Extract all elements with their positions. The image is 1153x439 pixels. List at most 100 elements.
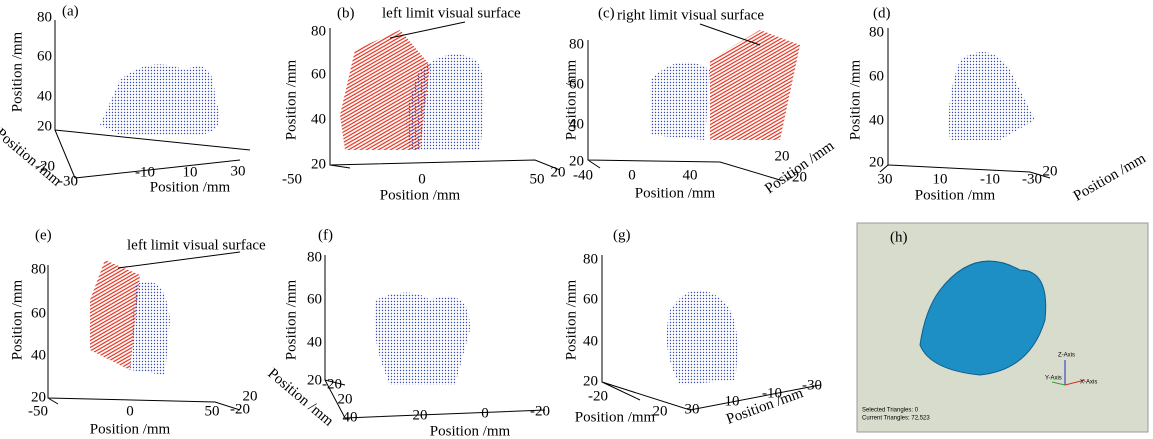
- y-axis-title: Position /mm: [762, 138, 837, 197]
- x-tick-label: 20: [413, 407, 428, 423]
- x-tick-label: -40: [573, 167, 593, 183]
- z-tick-label: 40: [307, 334, 322, 350]
- x-tick-label: -30: [802, 377, 822, 393]
- annotation: right limit visual surface: [617, 7, 764, 23]
- z-tick-label: 60: [869, 68, 884, 84]
- x-tick-label: 10: [183, 164, 198, 180]
- x-tick-label: 10: [725, 393, 740, 409]
- axis-label: Y-Axis: [1045, 376, 1062, 382]
- z-tick-label: 20: [37, 118, 52, 134]
- x-tick-label: -50: [282, 171, 302, 187]
- panel-label: (d): [873, 5, 891, 21]
- y-tick-label: -20: [35, 158, 55, 174]
- panel-label: (b): [337, 5, 355, 21]
- z-axis-title: Position /mm: [563, 279, 579, 360]
- z-tick-label: 60: [583, 291, 598, 307]
- x-tick-label: -30: [1022, 171, 1042, 187]
- x-tick-label: 50: [205, 403, 220, 419]
- x-tick-label: 0: [481, 405, 489, 421]
- z-tick-label: 40: [311, 111, 326, 127]
- z-axis-title: Position /mm: [847, 59, 863, 140]
- decor: [47, 20, 1149, 433]
- y-tick-label: -30: [58, 173, 78, 189]
- x-tick-label: 40: [683, 167, 698, 183]
- z-tick-label: 80: [583, 251, 598, 267]
- z-tick-label: 20: [31, 389, 46, 405]
- panel-label: (h): [890, 229, 908, 245]
- axis-label: Z-Axis: [1058, 353, 1075, 359]
- panel-label: (f): [318, 227, 333, 243]
- y-tick-label: 20: [653, 403, 668, 419]
- x-tick-label: 30: [878, 171, 893, 187]
- z-tick-label: 80: [307, 249, 322, 265]
- y-axis-title: Position /mm: [264, 366, 336, 430]
- z-tick-label: 60: [307, 291, 322, 307]
- panel-label: (e): [35, 227, 52, 243]
- z-tick-label: 20: [869, 154, 884, 170]
- x-tick-label: 50: [530, 171, 545, 187]
- y-tick-label: 20: [1043, 163, 1058, 179]
- x-tick-label: 40: [343, 409, 358, 425]
- x-axis-title: Position /mm: [575, 409, 656, 425]
- x-tick-label: 0: [628, 167, 636, 183]
- z-axis-title: Position /mm: [563, 59, 579, 140]
- panel-label: (c): [598, 5, 615, 21]
- x-tick-label: -10: [135, 164, 155, 180]
- y-axis-title: Position /mm: [1071, 150, 1149, 204]
- z-tick-label: 60: [311, 66, 326, 82]
- z-tick-label: 20: [569, 153, 584, 169]
- z-tick-label: 80: [37, 9, 52, 25]
- x-axis-title: Position /mm: [380, 187, 461, 203]
- z-tick-label: 40: [583, 333, 598, 349]
- annotation: left limit visual surface: [127, 237, 266, 253]
- z-axis-title: Position /mm: [283, 59, 299, 140]
- z-tick-label: 80: [569, 36, 584, 52]
- y-tick-label: 20: [338, 391, 353, 407]
- annotation: left limit visual surface: [382, 5, 521, 21]
- x-axis-title: Position /mm: [150, 179, 231, 195]
- panel-label: (a): [62, 3, 79, 19]
- x-tick-label: 10: [933, 171, 948, 187]
- z-tick-label: 80: [869, 24, 884, 40]
- z-tick-label: 20: [583, 373, 598, 389]
- leader-line: [699, 23, 761, 46]
- y-tick-label: -20: [230, 401, 250, 417]
- x-tick-label: -10: [762, 385, 782, 401]
- x-axis-title: Position /mm: [90, 421, 171, 437]
- y-tick-label: -20: [588, 388, 608, 404]
- z-tick-label: 80: [31, 261, 46, 277]
- z-tick-label: 60: [37, 48, 52, 64]
- z-axis-title: Position /mm: [283, 279, 299, 360]
- leader-line: [389, 21, 466, 39]
- x-axis-title: Position /mm: [915, 187, 996, 203]
- x-tick-label: 30: [231, 163, 246, 179]
- leader-line: [117, 251, 241, 269]
- z-tick-label: 40: [37, 88, 52, 104]
- z-tick-label: 40: [869, 112, 884, 128]
- status-text: Current Triangles: 72,523: [862, 416, 930, 422]
- x-axis-title: Position /mm: [635, 185, 716, 201]
- z-tick-label: 60: [569, 76, 584, 92]
- z-tick-label: 20: [307, 372, 322, 388]
- y-tick-label: 20: [551, 164, 566, 180]
- z-tick-label: 40: [569, 116, 584, 132]
- axis-label: X-Axis: [1080, 380, 1097, 386]
- x-tick-label: 0: [418, 171, 426, 187]
- y-tick-label: -20: [322, 376, 342, 392]
- z-axis-title: Position /mm: [9, 31, 25, 112]
- y-tick-label: 20: [775, 148, 790, 164]
- x-tick-label: -10: [980, 171, 1000, 187]
- z-tick-label: 80: [311, 23, 326, 39]
- x-tick-label: -20: [530, 403, 550, 419]
- x-tick-label: 30: [685, 401, 700, 417]
- z-tick-label: 60: [31, 305, 46, 321]
- status-text: Selected Triangles: 0: [862, 408, 919, 414]
- x-tick-label: -50: [28, 403, 48, 419]
- z-tick-label: 40: [31, 347, 46, 363]
- z-axis-title: Position /mm: [9, 279, 25, 360]
- panel-label: (g): [613, 227, 631, 243]
- z-tick-label: 20: [311, 156, 326, 172]
- y-tick-label: -20: [787, 169, 807, 185]
- y-tick-label: 20: [243, 388, 258, 404]
